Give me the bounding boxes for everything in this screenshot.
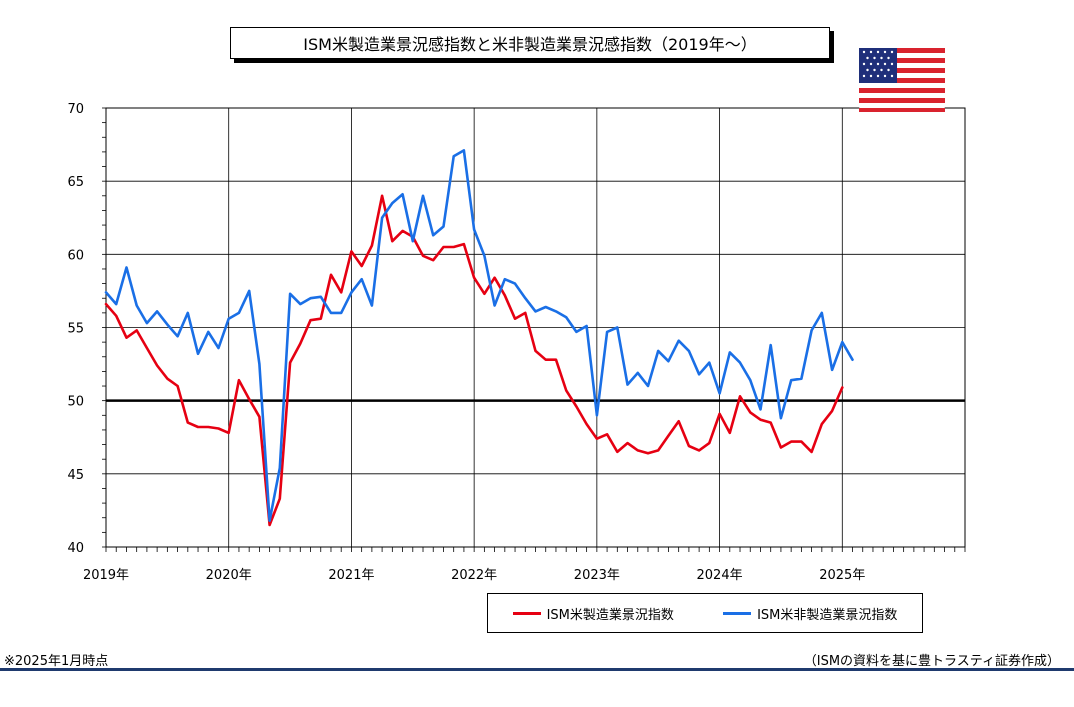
y-tick-label: 60 [67, 248, 84, 263]
y-tick-label: 55 [67, 322, 84, 337]
y-tick-label: 45 [67, 468, 84, 483]
x-tick-label: 2024年 [697, 568, 743, 583]
as-of-note: ※2025年1月時点 [4, 654, 109, 669]
y-tick-label: 50 [67, 395, 84, 410]
series-line-manufacturing [104, 194, 844, 527]
us-flag-icon [859, 48, 945, 112]
x-tick-label: 2021年 [328, 568, 374, 583]
legend-swatch-non-manufacturing [723, 611, 752, 615]
y-tick-label: 70 [67, 102, 84, 117]
x-tick-label: 2020年 [206, 568, 252, 583]
legend-item-non-manufacturing: ISM米非製造業景況指数 [723, 604, 897, 623]
x-tick-label: 2023年 [574, 568, 620, 583]
x-tick-label: 2025年 [819, 568, 865, 583]
y-tick-label: 65 [67, 175, 84, 190]
x-tick-label: 2019年 [83, 568, 129, 583]
source-note: （ISMの資料を基に豊トラスティ証券作成） [803, 654, 1060, 669]
series-line-non-manufacturing [104, 149, 854, 523]
bottom-divider [0, 668, 1074, 671]
legend-label-non-manufacturing: ISM米非製造業景況指数 [757, 607, 898, 623]
x-tick-label: 2022年 [451, 568, 497, 583]
chart-title: ISM米製造業景況感指数と米非製造業景況感指数（2019年～） [230, 27, 830, 59]
legend-label-manufacturing: ISM米製造業景況指数 [546, 607, 674, 623]
y-tick-label: 40 [67, 541, 84, 556]
legend-item-manufacturing: ISM米製造業景況指数 [512, 604, 674, 623]
legend-swatch-manufacturing [512, 611, 541, 615]
chart-legend: ISM米製造業景況指数 ISM米非製造業景況指数 [487, 593, 923, 633]
